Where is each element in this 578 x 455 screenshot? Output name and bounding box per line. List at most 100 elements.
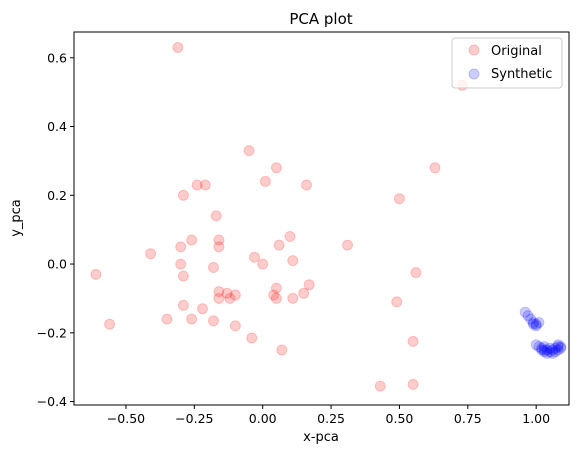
original-point [270,162,282,174]
synthetic-point [544,346,556,358]
original-point [407,378,419,390]
synthetic-point [547,344,559,356]
x-axis-ticks: −0.50 −0.25 0.00 0.25 0.50 0.75 1.00 [107,405,550,426]
synthetic-point [527,317,539,328]
chart-title: PCA plot [289,10,352,28]
synthetic-point [541,344,553,356]
x-tick-label: −0.50 [107,411,145,426]
y-tick-label: 0.2 [47,188,67,203]
synthetic-point [538,341,550,353]
synthetic-point [547,347,559,359]
synthetic-point [549,346,561,358]
original-point [429,162,441,174]
synthetic-point [530,320,542,332]
original-point [186,313,198,325]
synthetic-point [552,339,564,351]
synthetic-point [522,310,534,322]
synthetic-point [544,342,556,354]
synthetic-point [530,318,542,330]
original-point [410,267,422,279]
original-point [257,258,269,270]
legend-label-synthetic: Synthetic [491,67,552,82]
synthetic-point [549,342,561,354]
original-point [284,231,296,242]
synthetic-point [525,313,537,325]
original-point [213,292,225,304]
synthetic-point [533,341,545,353]
original-point [208,262,219,273]
original-point [213,286,225,298]
y-axis-label: y_pca [9,199,24,237]
original-point [208,315,219,327]
x-tick-label: 0.75 [454,411,482,426]
original-point [301,179,312,191]
original-point [249,251,260,263]
plot-frame [73,31,570,406]
original-point [259,176,271,187]
legend-label-original: Original [491,44,542,59]
x-tick-label: −0.25 [175,411,213,426]
original-point [224,292,236,304]
original-point [391,296,403,308]
original-point [210,210,222,222]
x-tick-label: 1.00 [522,411,550,426]
synthetic-point [552,344,564,356]
x-tick-label: 0.25 [317,411,345,426]
synthetic-point [541,347,553,359]
legend-marker-synthetic [468,68,480,80]
original-point [175,241,187,253]
y-tick-label: 0.0 [47,257,67,272]
y-axis-ticks: −0.4 −0.2 0.0 0.2 0.4 0.6 [37,50,74,409]
original-point [303,279,315,291]
y-tick-label: 0.4 [47,119,67,134]
legend: Original Synthetic [451,37,563,89]
x-axis-label: x-pca [303,430,339,445]
y-tick-label: −0.2 [37,325,67,340]
legend-marker-original [468,44,480,56]
original-point [287,292,299,304]
original-point [276,344,288,356]
original-point [342,239,353,251]
y-tick-label: −0.4 [37,394,67,409]
x-tick-label: 0.50 [386,411,414,426]
synthetic-point [552,341,564,353]
original-point [407,335,419,347]
synthetic-point [536,344,548,356]
original-point [287,255,299,267]
synthetic-point [555,342,567,354]
original-point [90,268,102,280]
original-point [186,234,198,246]
original-point [270,292,282,304]
original-point [270,282,282,294]
original-point [145,248,157,260]
original-point [221,287,233,299]
original-point [161,313,173,325]
original-point [243,145,255,157]
synthetic-point [555,341,567,353]
synthetic-point [536,342,548,354]
y-tick-label: 0.6 [47,50,67,65]
original-point [393,193,405,205]
original-point [246,332,258,344]
original-point [213,241,225,253]
synthetic-point [538,344,550,356]
original-point [177,189,189,201]
synthetic-point [538,346,550,358]
synthetic-point [519,306,531,318]
original-point [172,42,184,53]
x-tick-label: 0.00 [249,411,277,426]
original-point [197,303,208,315]
synthetic-point [527,318,539,330]
original-point [199,179,211,191]
original-point [177,299,189,311]
synthetic-point [533,317,545,328]
original-point [191,179,203,191]
original-point [298,287,310,299]
original-point [177,270,189,282]
points-layer [90,42,567,392]
original-point [213,234,225,246]
original-point [374,380,386,392]
original-point [175,258,187,270]
legend-box [451,37,563,89]
